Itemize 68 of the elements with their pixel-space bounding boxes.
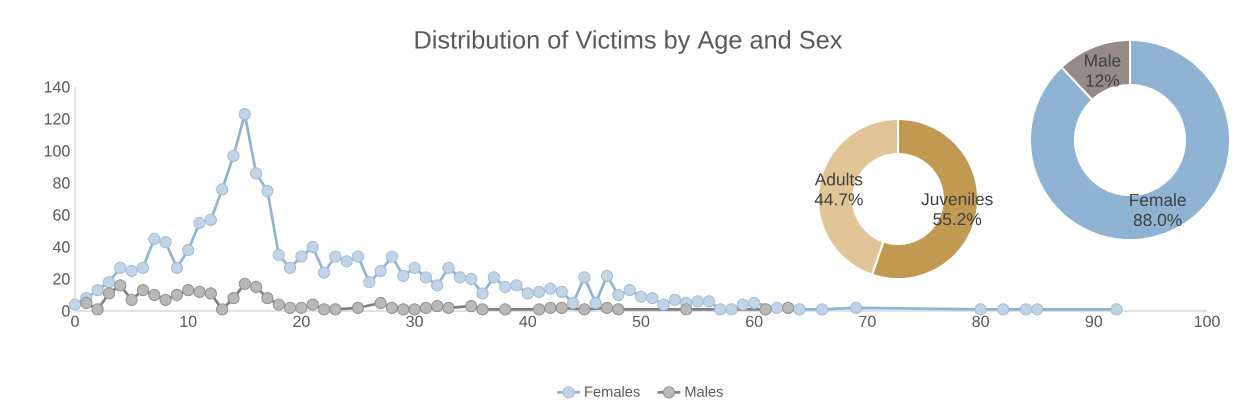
point <box>136 284 150 297</box>
point <box>431 300 444 313</box>
point <box>612 303 625 316</box>
slice-label: Female <box>1130 193 1186 207</box>
data-label: 12% <box>1086 74 1120 87</box>
point <box>227 292 240 305</box>
legend-label: Females <box>585 386 640 397</box>
point <box>329 303 342 316</box>
x-tick-label: 60 <box>746 315 763 328</box>
x-tick-label: 70 <box>859 315 876 328</box>
y-tick-label: 100 <box>44 145 70 157</box>
point <box>419 301 433 314</box>
y-tick-label: 40 <box>52 241 70 253</box>
point <box>295 301 308 314</box>
x-tick-label: 20 <box>293 315 310 328</box>
point <box>102 287 116 300</box>
point <box>91 303 104 316</box>
point <box>408 303 421 316</box>
point <box>499 303 512 316</box>
point <box>204 287 217 300</box>
x-tick-label: 90 <box>1085 315 1103 328</box>
point <box>238 277 251 290</box>
point <box>317 303 331 316</box>
point <box>182 284 195 297</box>
point <box>465 300 478 313</box>
x-tick-label: 0 <box>71 315 79 328</box>
point <box>80 296 93 310</box>
point <box>397 303 410 316</box>
legend-label: Males <box>685 386 723 397</box>
point <box>306 298 319 311</box>
point <box>680 303 693 316</box>
point <box>249 280 263 294</box>
point <box>374 296 387 310</box>
x-tick-label: 100 <box>1194 315 1220 328</box>
point <box>532 303 546 316</box>
point <box>170 288 184 302</box>
point <box>261 292 274 305</box>
x-tick-label: 30 <box>406 315 423 328</box>
point <box>351 301 365 314</box>
point <box>600 301 614 314</box>
point <box>385 301 399 314</box>
point <box>759 303 772 316</box>
y-tick-label: 140 <box>44 81 70 93</box>
y-tick-label: 60 <box>53 209 70 221</box>
point <box>125 293 138 306</box>
y-tick-label: 120 <box>44 113 70 125</box>
point <box>159 293 172 306</box>
point <box>272 298 285 311</box>
point <box>216 303 229 316</box>
point <box>476 303 489 316</box>
x-tick-label: 10 <box>180 315 197 328</box>
point <box>148 288 161 302</box>
slice-label: Male <box>1085 53 1121 67</box>
point <box>114 279 127 292</box>
x-tick-label: 80 <box>972 315 989 328</box>
point <box>442 301 455 314</box>
point <box>193 285 206 298</box>
y-tick-label: 0 <box>62 305 70 317</box>
point <box>555 301 568 314</box>
x-tick-label: 50 <box>632 315 650 328</box>
data-label: 88.0% <box>1133 213 1182 227</box>
x-tick-label: 40 <box>519 315 537 328</box>
point <box>283 301 297 314</box>
y-tick-label: 20 <box>53 273 70 285</box>
chart-title: Distribution of Victims by Age and Sex <box>415 30 843 54</box>
point <box>578 303 591 316</box>
y-tick-label: 80 <box>53 177 70 189</box>
point <box>544 301 557 314</box>
